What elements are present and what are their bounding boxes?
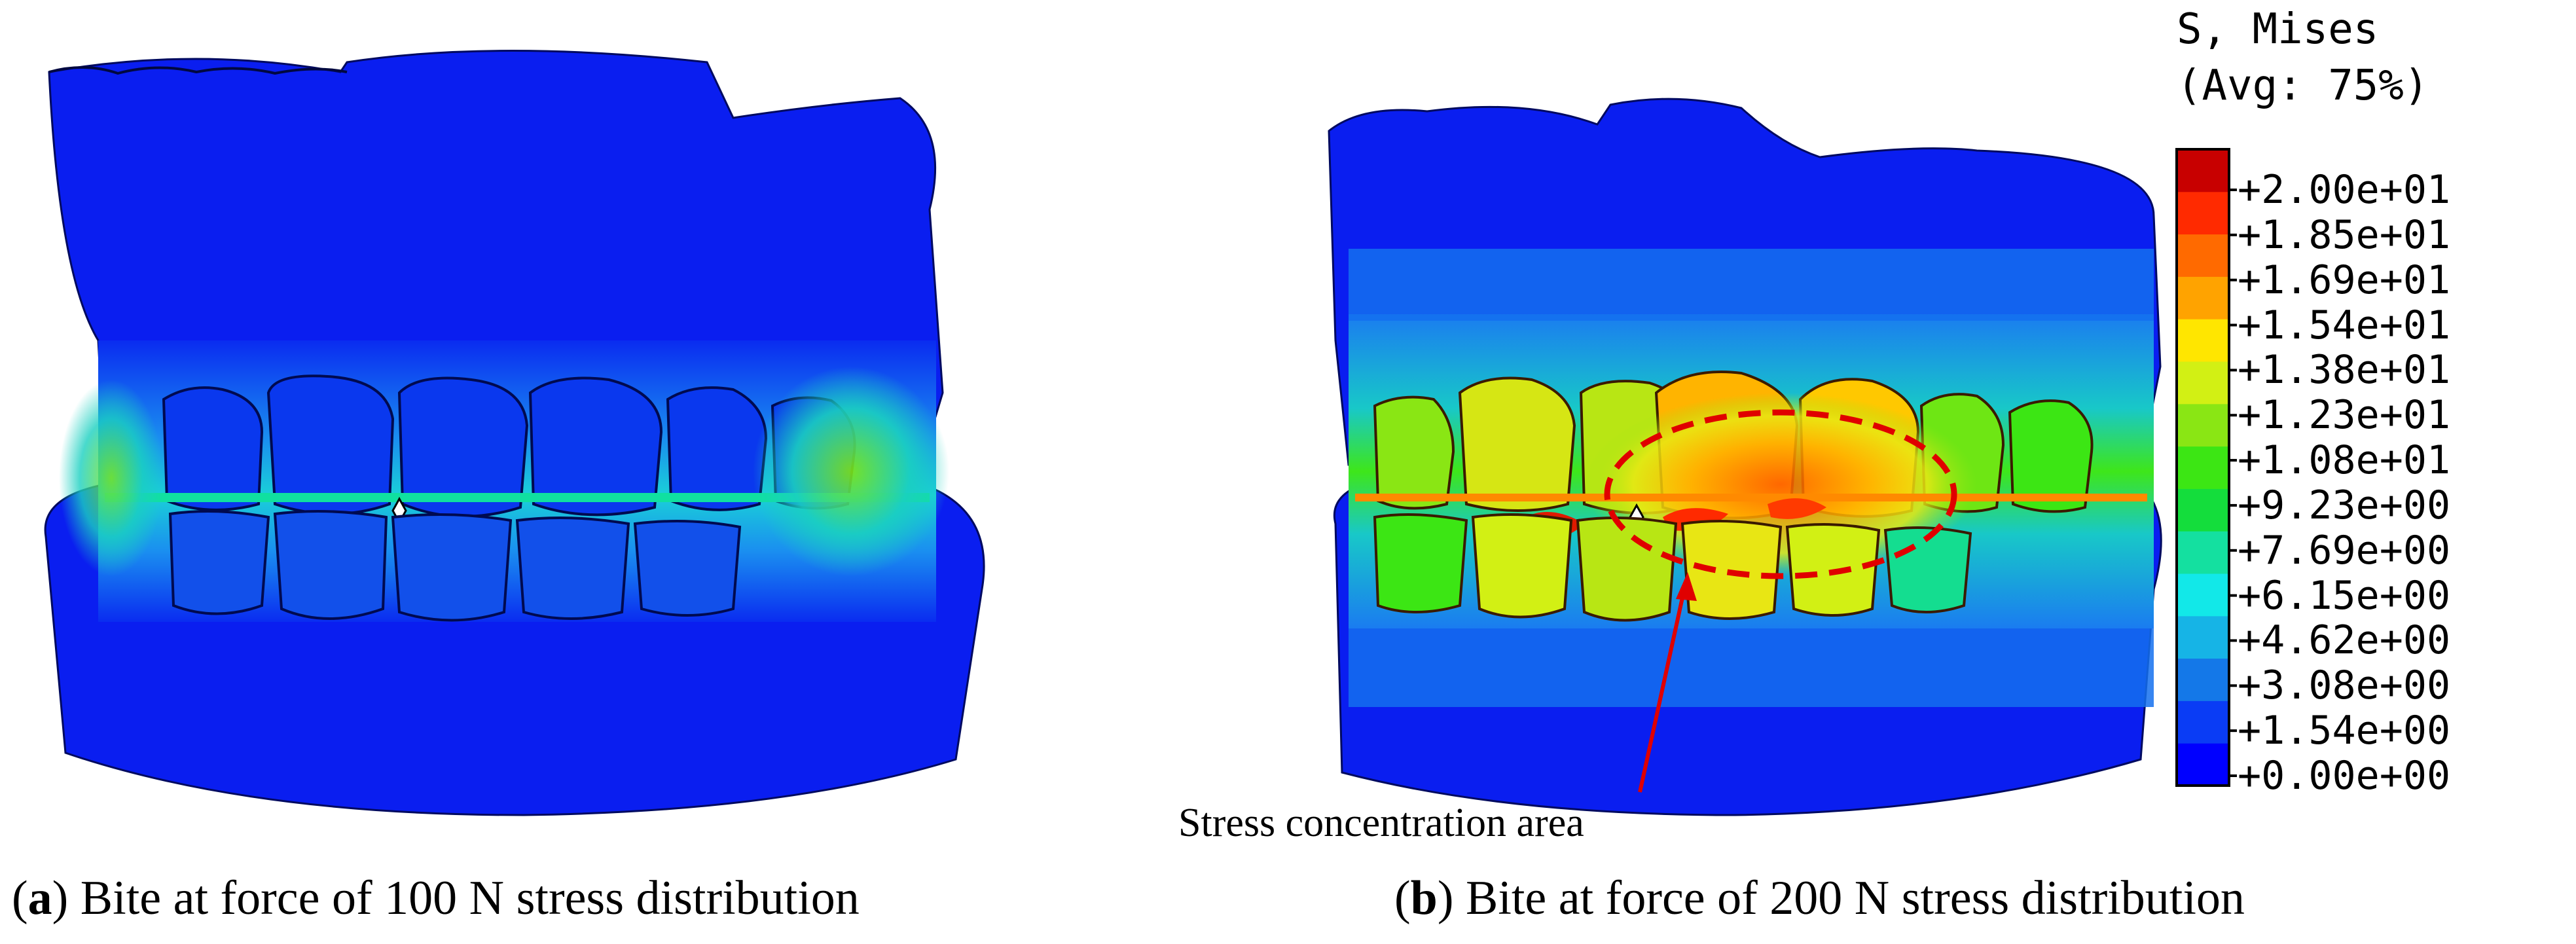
legend-tick-label: +2.00e+01 bbox=[2238, 167, 2451, 213]
legend-color-swatch bbox=[2177, 319, 2229, 362]
model-b-red-spot-3 bbox=[1768, 498, 1826, 519]
legend-tick-label: +7.69e+00 bbox=[2238, 527, 2451, 573]
model-a-warm-zone-left bbox=[59, 380, 164, 576]
legend-tick-label: +6.15e+00 bbox=[2238, 572, 2451, 619]
caption-a-letter: a bbox=[27, 871, 52, 925]
legend-title: S, Mises bbox=[2177, 5, 2379, 54]
caption-b-letter: b bbox=[1410, 871, 1438, 925]
annotation-label: Stress concentration area bbox=[1178, 801, 1584, 845]
legend-tick-label: +1.54e+00 bbox=[2238, 708, 2451, 754]
legend-tick-label: +0.00e+00 bbox=[2238, 753, 2451, 799]
caption-b: (b) Bite at force of 200 N stress distri… bbox=[1394, 871, 2245, 925]
model-b-lower-teeth bbox=[1373, 513, 1972, 622]
legend-color-swatch bbox=[2177, 658, 2229, 701]
legend-colorbar-frame bbox=[2175, 148, 2230, 787]
legend-colorbar bbox=[2175, 148, 2237, 787]
legend-color-swatch bbox=[2177, 234, 2229, 277]
legend-color-swatch bbox=[2177, 700, 2229, 744]
model-a-upper-edge bbox=[48, 65, 348, 75]
caption-a-text: ) Bite at force of 100 N stress distribu… bbox=[52, 871, 860, 925]
legend-color-swatch bbox=[2177, 191, 2229, 235]
legend-color-swatch bbox=[2177, 361, 2229, 405]
model-b-outer-band-bottom bbox=[1349, 628, 2154, 707]
legend-tick-label: +1.08e+01 bbox=[2238, 437, 2451, 484]
caption-b-text: ) Bite at force of 200 N stress distribu… bbox=[1437, 871, 2245, 925]
legend-tick-label: +1.69e+01 bbox=[2238, 257, 2451, 303]
legend-color-swatch bbox=[2177, 446, 2229, 489]
legend-subtitle: (Avg: 75%) bbox=[2177, 62, 2429, 110]
model-a-lower-teeth bbox=[168, 510, 742, 622]
model-b-red-spot-2 bbox=[1663, 508, 1728, 531]
legend-color-swatch bbox=[2177, 488, 2229, 532]
legend-color-swatch bbox=[2177, 149, 2229, 192]
legend-tick-label: +1.54e+01 bbox=[2238, 302, 2451, 348]
model-b-outer-band-top bbox=[1349, 249, 2154, 321]
legend-tick-label: +1.23e+01 bbox=[2238, 392, 2451, 439]
legend-tick-label: +1.38e+01 bbox=[2238, 347, 2451, 393]
legend-tick-label: +4.62e+00 bbox=[2238, 617, 2451, 664]
stress-concentration-circle bbox=[1604, 409, 1957, 579]
legend-color-swatch bbox=[2177, 743, 2229, 786]
legend-color-swatch bbox=[2177, 615, 2229, 659]
model-b-200n bbox=[1328, 98, 2162, 816]
caption-a: (a) Bite at force of 100 N stress distri… bbox=[12, 871, 860, 925]
stress-concentration-arrowhead bbox=[1676, 572, 1697, 601]
legend-tick-label: +9.23e+00 bbox=[2238, 482, 2451, 528]
legend-color-swatch bbox=[2177, 573, 2229, 617]
model-a-100n bbox=[44, 50, 985, 816]
model-a-warm-zone-right bbox=[753, 367, 949, 576]
legend-color-swatch bbox=[2177, 276, 2229, 319]
legend-tick-label: +1.85e+01 bbox=[2238, 211, 2451, 258]
legend-color-swatch bbox=[2177, 403, 2229, 447]
legend-color-swatch bbox=[2177, 531, 2229, 574]
stress-concentration-arrow bbox=[1638, 582, 1688, 793]
legend-tick-label: +3.08e+00 bbox=[2238, 663, 2451, 709]
